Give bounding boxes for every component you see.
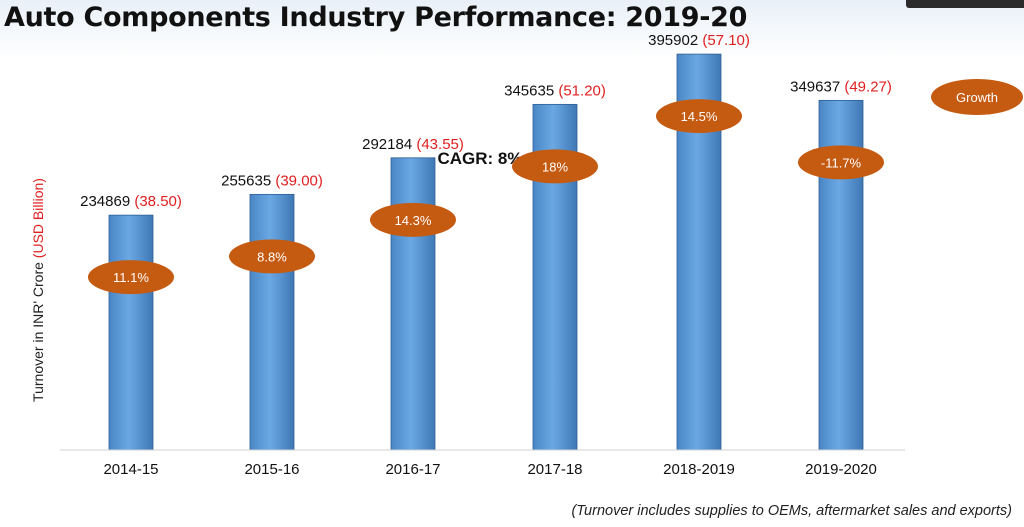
window-corner-tab	[906, 0, 1024, 8]
value-label-2017-18: 345635 (51.20)	[504, 82, 606, 99]
value-label-2018-2019: 395902 (57.10)	[648, 32, 750, 49]
x-tick-label-2016-17: 2016-17	[385, 461, 440, 478]
growth-label-2019-2020: -11.7%	[821, 155, 862, 170]
legend-growth: Growth	[931, 79, 1023, 115]
growth-label-2014-15: 11.1%	[113, 270, 149, 285]
footnote: (Turnover includes supplies to OEMs, aft…	[571, 503, 1012, 519]
chart-subtitle-cagr: CAGR: 8%	[437, 149, 523, 168]
x-tick-label-2015-16: 2015-16	[244, 461, 299, 478]
value-label-2016-17: 292184 (43.55)	[362, 136, 464, 153]
growth-label-2016-17: 14.3%	[395, 213, 432, 228]
inr-value: 292184	[362, 136, 416, 153]
inr-value: 395902	[648, 32, 702, 49]
growth-label-2017-18: 18%	[542, 159, 568, 174]
growth-label-2015-16: 8.8%	[257, 249, 287, 264]
growth-oval-2019-2020	[798, 145, 884, 180]
growth-oval-2017-18	[512, 149, 598, 184]
value-label-2015-16: 255635 (39.00)	[221, 172, 323, 189]
bar-2014-15	[108, 214, 154, 451]
usd-value: (43.55)	[416, 136, 464, 153]
growth-label-2018-2019: 14.5%	[681, 109, 718, 124]
x-tick-label-2017-18: 2017-18	[527, 461, 582, 478]
usd-value: (57.10)	[702, 32, 750, 49]
title-band	[0, 0, 1024, 58]
value-label-2014-15: 234869 (38.50)	[80, 193, 182, 210]
inr-value: 255635	[221, 172, 275, 189]
inr-value: 234869	[80, 193, 134, 210]
x-tick-label-2018-2019: 2018-2019	[663, 461, 735, 478]
inr-value: 349637	[790, 78, 844, 95]
inr-value: 345635	[504, 82, 558, 99]
value-label-2019-2020: 349637 (49.27)	[790, 78, 892, 95]
bar-2016-17	[390, 157, 436, 451]
growth-oval-2014-15	[88, 260, 174, 295]
growth-oval-2015-16	[229, 239, 315, 274]
growth-oval-2018-2019	[656, 99, 742, 134]
x-tick-label-2014-15: 2014-15	[103, 461, 158, 478]
growth-oval-2016-17	[370, 202, 456, 237]
usd-value: (49.27)	[844, 78, 892, 95]
page-title: Auto Components Industry Performance: 20…	[4, 2, 748, 33]
usd-value: (39.00)	[275, 172, 323, 189]
bar-2015-16	[249, 193, 295, 451]
x-tick-label-2019-2020: 2019-2020	[805, 461, 877, 478]
usd-value: (38.50)	[134, 193, 182, 210]
usd-value: (51.20)	[558, 82, 606, 99]
